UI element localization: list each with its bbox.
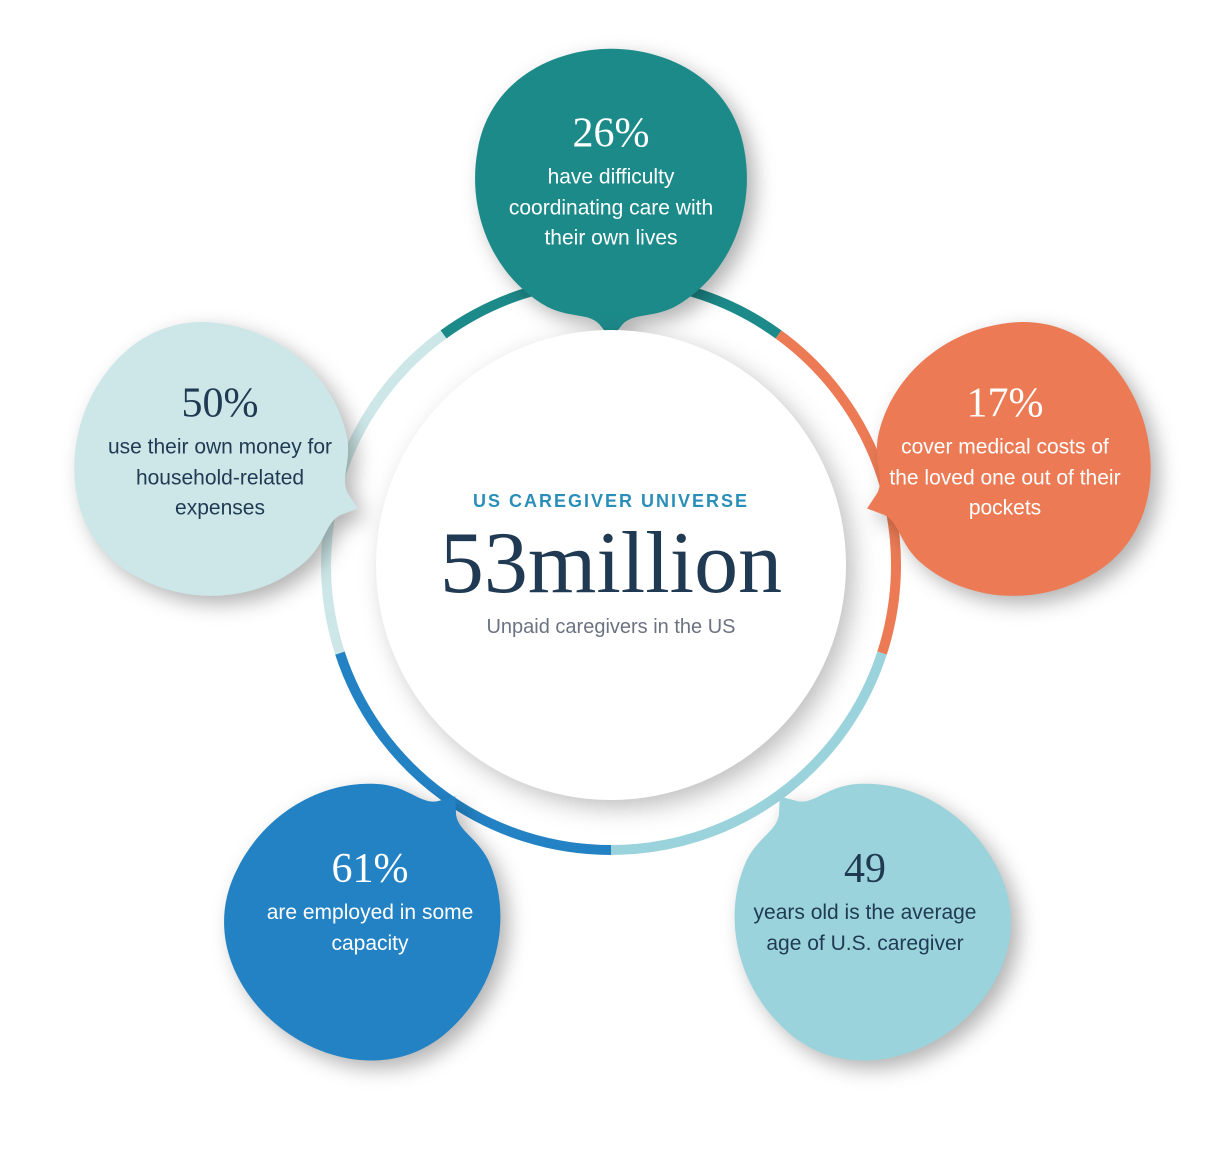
petal-top: 26% have difficulty coordinating care wit… xyxy=(466,40,756,330)
petal-bottom-right: 49 years old is the average age of U.S. c… xyxy=(720,760,1010,1050)
petal-stat: 26% xyxy=(495,110,727,156)
petal-desc: have difficulty coordinating care with t… xyxy=(495,163,727,254)
petal-stat: 17% xyxy=(889,380,1121,426)
petal-content: 26% have difficulty coordinating care wit… xyxy=(495,110,727,254)
petal-left: 50% use their own money for household-rel… xyxy=(75,310,365,600)
petal-content: 61% are employed in some capacity xyxy=(254,846,486,959)
center-eyebrow: US CAREGIVER UNIVERSE xyxy=(473,491,749,512)
center-caption: Unpaid caregivers in the US xyxy=(486,616,735,639)
petal-right: 17% cover medical costs of the loved one … xyxy=(860,310,1150,600)
petal-stat: 49 xyxy=(749,846,981,892)
petal-stat: 61% xyxy=(254,846,486,892)
petal-desc: years old is the average age of U.S. car… xyxy=(749,898,981,959)
infographic-canvas: 26% have difficulty coordinating care wit… xyxy=(0,0,1223,1176)
petal-content: 17% cover medical costs of the loved one … xyxy=(889,380,1121,524)
center-stat: 53million xyxy=(440,520,782,608)
center-circle: US CAREGIVER UNIVERSE 53million Unpaid c… xyxy=(376,330,846,800)
petal-desc: are employed in some capacity xyxy=(254,898,486,959)
petal-bottom-left: 61% are employed in some capacity xyxy=(225,760,515,1050)
petal-stat: 50% xyxy=(104,380,336,426)
petal-desc: use their own money for household-relate… xyxy=(104,433,336,524)
petal-content: 50% use their own money for household-rel… xyxy=(104,380,336,524)
petal-desc: cover medical costs of the loved one out… xyxy=(889,433,1121,524)
petal-content: 49 years old is the average age of U.S. c… xyxy=(749,846,981,959)
